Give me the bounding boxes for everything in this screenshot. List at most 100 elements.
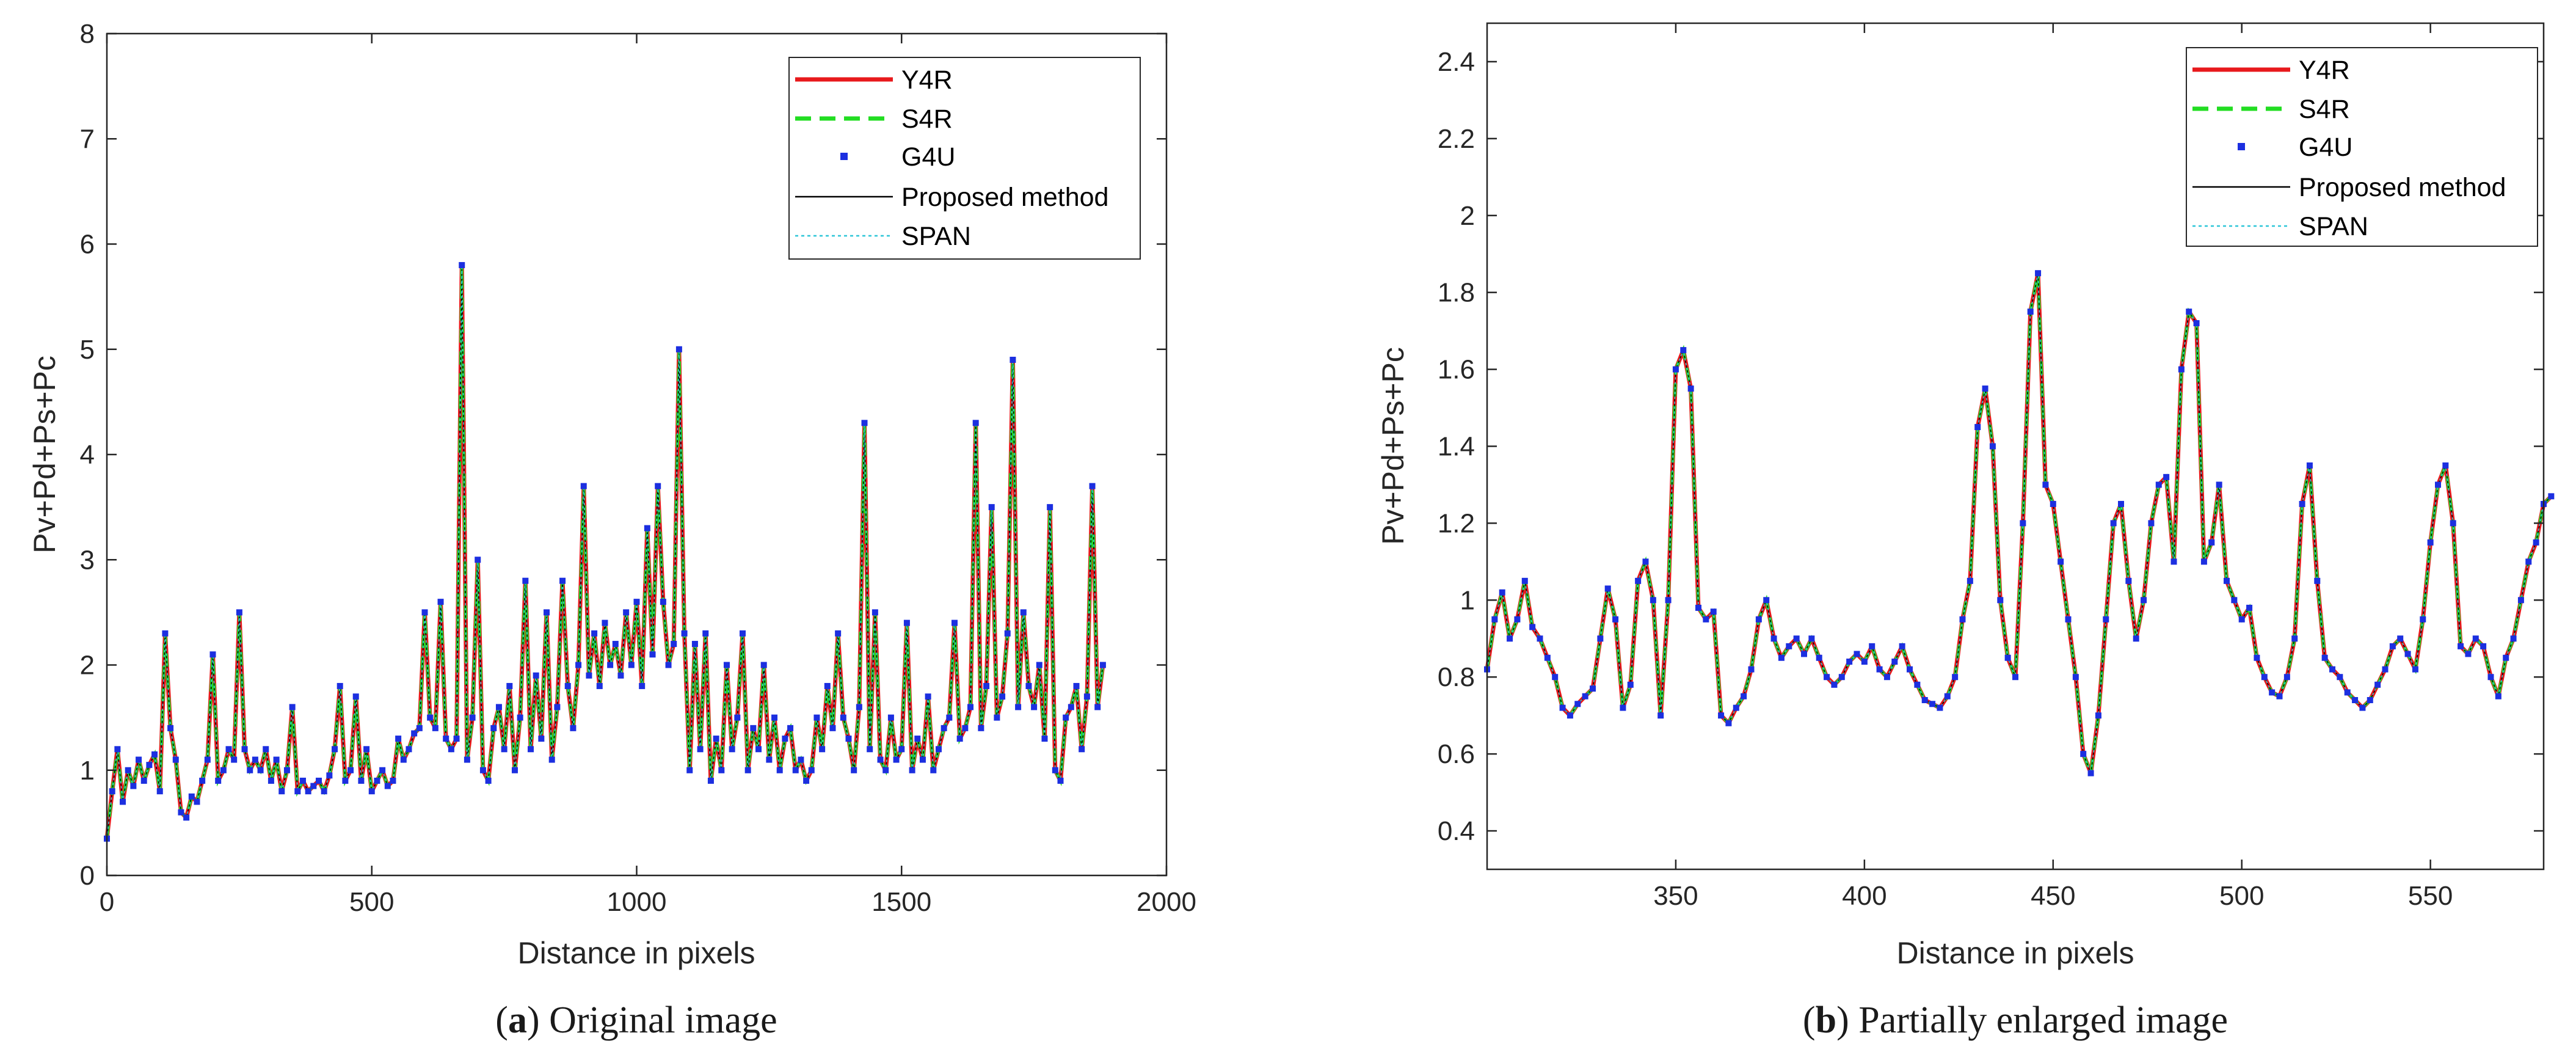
series-point-g4u	[1959, 616, 1966, 623]
series-point-g4u	[294, 788, 301, 795]
series-point-g4u	[1507, 635, 1513, 642]
series-point-g4u	[2163, 473, 2170, 480]
y-tick-label: 2.2	[1438, 124, 1475, 154]
y-tick-label: 1.2	[1438, 508, 1475, 538]
series-point-g4u	[813, 714, 820, 721]
series-point-g4u	[1838, 674, 1845, 681]
series-point-g4u	[1748, 666, 1755, 673]
series-point-g4u	[495, 704, 502, 710]
series-point-g4u	[2435, 481, 2441, 488]
series-point-g4u	[1635, 577, 1642, 584]
panel-b-xlabel: Distance in pixels	[1896, 936, 2134, 970]
series-point-g4u	[1036, 662, 1042, 668]
panel-a-caption: (a) Original image	[495, 999, 777, 1041]
series-point-g4u	[1566, 712, 1573, 719]
series-point-g4u	[146, 762, 153, 769]
series-point-g4u	[358, 777, 365, 784]
series-point-g4u	[2367, 697, 2373, 703]
series-point-g4u	[946, 714, 953, 721]
series-point-g4u	[776, 767, 783, 773]
series-point-g4u	[1544, 654, 1551, 661]
legend-label-g4u: G4U	[2299, 133, 2352, 162]
series-point-g4u	[183, 814, 190, 821]
series-point-g4u	[623, 609, 630, 616]
series-point-g4u	[1718, 712, 1725, 719]
series-point-g4u	[2337, 674, 2343, 681]
series-point-g4u	[2058, 558, 2064, 565]
series-point-g4u	[1846, 659, 1853, 665]
series-point-g4u	[628, 662, 635, 668]
series-point-g4u	[2450, 520, 2456, 527]
series-point-g4u	[384, 783, 391, 789]
series-point-g4u	[845, 736, 852, 742]
series-point-g4u	[1695, 604, 1701, 611]
series-point-g4u	[2118, 500, 2124, 507]
series-point-g4u	[332, 746, 338, 753]
series-point-g4u	[469, 714, 476, 721]
series-point-g4u	[2125, 577, 2132, 584]
series-point-g4u	[1786, 643, 1792, 649]
series-point-g4u	[1582, 693, 1588, 700]
series-point-g4u	[347, 767, 354, 773]
series-point-g4u	[2352, 697, 2359, 703]
series-point-g4u	[893, 756, 900, 763]
series-point-g4u	[1997, 597, 2004, 604]
series-point-g4u	[1907, 666, 1913, 673]
series-point-g4u	[1770, 635, 1777, 642]
series-point-g4u	[2548, 493, 2555, 500]
series-point-g4u	[1687, 385, 1694, 392]
series-point-g4u	[120, 798, 126, 805]
series-point-g4u	[2359, 704, 2366, 711]
series-point-g4u	[342, 777, 349, 784]
legend-label-y4r: Y4R	[901, 65, 953, 95]
series-point-g4u	[2321, 654, 2328, 661]
series-point-g4u	[1665, 597, 1672, 604]
series-point-g4u	[1861, 659, 1868, 665]
series-point-g4u	[2503, 654, 2509, 661]
series-point-g4u	[2035, 270, 2042, 277]
series-point-g4u	[633, 599, 640, 605]
series-point-g4u	[1650, 597, 1656, 604]
y-tick-label: 2.4	[1438, 47, 1475, 77]
y-tick-label: 1.8	[1438, 278, 1475, 308]
series-point-g4u	[517, 714, 523, 721]
series-point-g4u	[1590, 685, 1596, 692]
series-point-g4u	[1778, 654, 1785, 661]
series-point-g4u	[1891, 659, 1898, 665]
series-point-g4u	[453, 736, 460, 742]
series-point-g4u	[1491, 616, 1498, 623]
series-point-g4u	[644, 525, 650, 531]
series-point-g4u	[1052, 767, 1058, 773]
series-point-g4u	[522, 577, 529, 584]
series-point-g4u	[1552, 674, 1559, 681]
series-point-g4u	[1672, 366, 1679, 373]
series-point-g4u	[1831, 681, 1838, 688]
series-point-g4u	[713, 736, 719, 742]
series-point-g4u	[1068, 704, 1074, 710]
series-point-g4u	[2155, 481, 2162, 488]
series-point-g4u	[162, 630, 169, 637]
y-tick-label: 3	[80, 545, 95, 575]
series-point-g4u	[326, 772, 333, 779]
series-point-g4u	[602, 619, 608, 626]
series-point-g4u	[1921, 697, 1928, 703]
series-point-g4u	[586, 672, 592, 679]
series-point-g4u	[321, 788, 327, 795]
y-tick-label: 0	[80, 861, 95, 891]
series-point-g4u	[1944, 693, 1951, 700]
series-point-g4u	[798, 756, 804, 763]
y-tick-label: 2	[1460, 201, 1475, 231]
series-point-g4u	[2291, 635, 2298, 642]
series-point-g4u	[437, 599, 444, 605]
series-point-g4u	[2472, 635, 2479, 642]
y-tick-label: 1.4	[1438, 432, 1475, 462]
series-point-g4u	[406, 746, 412, 753]
series-point-g4u	[771, 714, 778, 721]
series-point-g4u	[278, 788, 285, 795]
series-point-g4u	[427, 714, 434, 721]
series-point-g4u	[273, 756, 280, 763]
series-point-g4u	[999, 693, 1006, 700]
series-point-g4u	[1854, 651, 1860, 657]
